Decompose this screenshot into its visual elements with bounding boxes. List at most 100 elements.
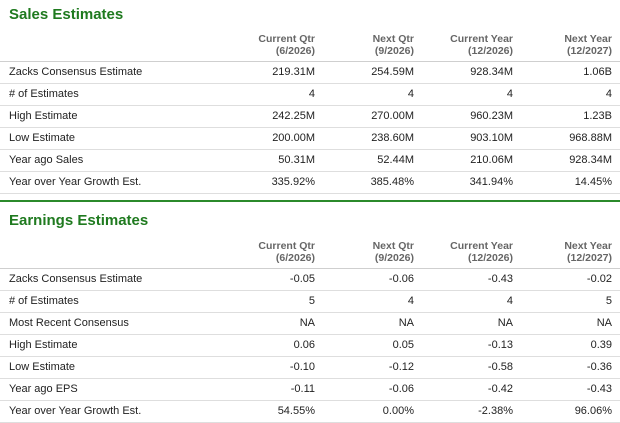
col-period: (12/2027) [567,252,612,264]
cell-current-year: -0.58 [487,361,513,373]
cell-next-year: -0.36 [586,361,612,373]
cell-current-year: -0.13 [487,339,513,351]
earnings-col-current-qtr: Current Qtr (6/2026) [258,240,315,264]
cell-next-year: -0.02 [586,273,612,285]
col-label: Next Qtr [372,33,414,45]
table-row: High Estimate 242.25M 270.00M 960.23M 1.… [0,106,620,128]
cell-next-year: NA [596,317,612,329]
table-row: Zacks Consensus Estimate -0.05 -0.06 -0.… [0,269,620,291]
earnings-estimates-title: Earnings Estimates [9,212,149,229]
cell-current-year: 4 [506,295,513,307]
cell-current-year: 341.94% [469,176,513,188]
table-row: Most Recent Consensus NA NA NA NA [0,313,620,335]
cell-next-year: 96.06% [574,405,612,417]
cell-current-year: -2.38% [478,405,513,417]
sales-header-row: Current Qtr (6/2026) Next Qtr (9/2026) C… [0,33,620,62]
earnings-col-next-qtr: Next Qtr (9/2026) [373,240,414,264]
cell-current-qtr: 54.55% [277,405,315,417]
cell-next-qtr: 52.44M [377,154,414,166]
row-label: Low Estimate [9,132,76,144]
cell-current-qtr: 4 [308,88,315,100]
cell-next-year: 0.39 [590,339,612,351]
cell-current-qtr: 219.31M [272,66,315,78]
cell-next-year: 4 [605,88,612,100]
col-period: (12/2026) [468,45,513,57]
col-label: Next Year [564,33,612,45]
sales-col-next-qtr: Next Qtr (9/2026) [373,33,414,57]
table-row: Year over Year Growth Est. 335.92% 385.4… [0,172,620,194]
cell-current-qtr: 242.25M [272,110,315,122]
col-period: (6/2026) [275,45,315,57]
cell-current-year: 960.23M [470,110,513,122]
cell-current-year: 928.34M [470,66,513,78]
row-label: Zacks Consensus Estimate [9,273,143,285]
table-row: Low Estimate -0.10 -0.12 -0.58 -0.36 [0,357,620,379]
table-row: High Estimate 0.06 0.05 -0.13 0.39 [0,335,620,357]
cell-next-year: 1.23B [583,110,612,122]
cell-current-year: -0.42 [487,383,513,395]
row-label: High Estimate [9,110,78,122]
earnings-col-current-year: Current Year (12/2026) [450,240,513,264]
sales-table-body: Zacks Consensus Estimate 219.31M 254.59M… [0,62,620,194]
row-label: Low Estimate [9,361,76,373]
earnings-col-next-year: Next Year (12/2027) [564,240,612,264]
cell-next-year: 5 [605,295,612,307]
cell-current-qtr: 50.31M [278,154,315,166]
table-row: Year ago Sales 50.31M 52.44M 210.06M 928… [0,150,620,172]
cell-next-qtr: NA [398,317,414,329]
table-row: # of Estimates 5 4 4 5 [0,291,620,313]
row-label: Zacks Consensus Estimate [9,66,143,78]
table-row: Zacks Consensus Estimate 219.31M 254.59M… [0,62,620,84]
row-label: Most Recent Consensus [9,317,129,329]
cell-next-qtr: 4 [407,295,414,307]
table-row: Year ago EPS -0.11 -0.06 -0.42 -0.43 [0,379,620,401]
col-period: (12/2027) [567,45,612,57]
sales-col-next-year: Next Year (12/2027) [564,33,612,57]
col-period: (9/2026) [374,45,414,57]
earnings-table-body: Zacks Consensus Estimate -0.05 -0.06 -0.… [0,269,620,423]
col-period: (6/2026) [275,252,315,264]
row-label: Year over Year Growth Est. [9,176,142,188]
cell-current-qtr: NA [299,317,315,329]
row-label: # of Estimates [9,88,79,100]
col-period: (9/2026) [374,252,414,264]
cell-next-qtr: -0.12 [388,361,414,373]
cell-current-year: 4 [506,88,513,100]
cell-next-qtr: -0.06 [388,273,414,285]
table-row: Year over Year Growth Est. 54.55% 0.00% … [0,401,620,423]
cell-next-year: 968.88M [569,132,612,144]
cell-current-qtr: 0.06 [293,339,315,351]
sales-col-current-qtr: Current Qtr (6/2026) [258,33,315,57]
row-label: Year over Year Growth Est. [9,405,142,417]
row-label: High Estimate [9,339,78,351]
cell-current-qtr: -0.05 [289,273,315,285]
cell-current-year: 903.10M [470,132,513,144]
cell-current-qtr: -0.10 [289,361,315,373]
cell-next-qtr: 238.60M [371,132,414,144]
cell-current-year: NA [497,317,513,329]
cell-next-qtr: 0.00% [382,405,414,417]
cell-current-year: 210.06M [470,154,513,166]
col-label: Current Year [450,240,513,252]
cell-next-year: 928.34M [569,154,612,166]
earnings-estimates-section: Earnings Estimates Current Qtr (6/2026) … [0,200,620,423]
cell-next-qtr: -0.06 [388,383,414,395]
cell-current-qtr: 200.00M [272,132,315,144]
cell-next-year: -0.43 [586,383,612,395]
col-label: Next Year [564,240,612,252]
row-label: Year ago EPS [9,383,78,395]
cell-current-qtr: -0.11 [290,383,315,395]
col-label: Current Qtr [258,33,315,45]
cell-next-qtr: 254.59M [371,66,414,78]
cell-next-year: 1.06B [583,66,612,78]
cell-next-qtr: 4 [407,88,414,100]
cell-current-qtr: 335.92% [271,176,315,188]
sales-col-current-year: Current Year (12/2026) [450,33,513,57]
cell-next-qtr: 385.48% [370,176,414,188]
cell-current-qtr: 5 [308,295,315,307]
sales-estimates-title: Sales Estimates [9,6,124,23]
table-row: Low Estimate 200.00M 238.60M 903.10M 968… [0,128,620,150]
col-label: Current Qtr [258,240,315,252]
earnings-header-row: Current Qtr (6/2026) Next Qtr (9/2026) C… [0,240,620,269]
cell-next-qtr: 0.05 [392,339,414,351]
